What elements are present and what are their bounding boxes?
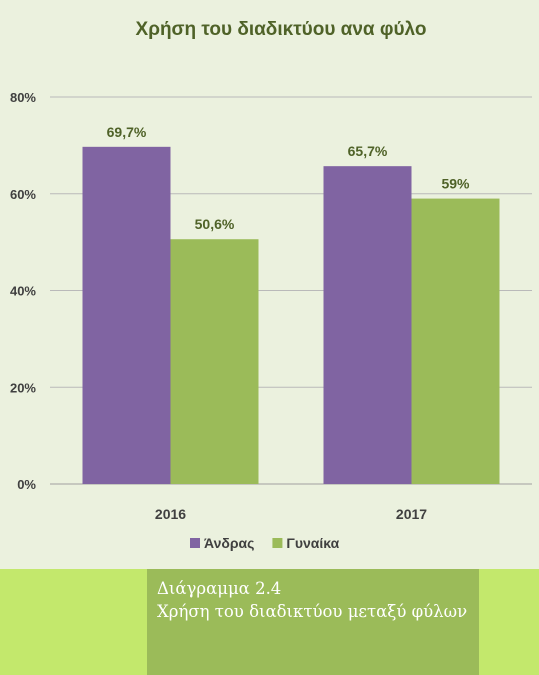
y-tick-label: 40% (10, 284, 36, 299)
bar-Γυναίκα-2017 (411, 198, 500, 484)
data-label: 50,6% (195, 216, 235, 232)
caption-figure-title: Χρήση του διαδικτύου μεταξύ φύλων (157, 602, 468, 621)
chart-area: Χρήση του διαδικτύου ανα φύλο 0% 20% 40% 60… (0, 0, 539, 569)
x-tick-label: 2017 (396, 506, 427, 522)
legend-swatch (272, 538, 283, 548)
legend-label: Άνδρας (204, 535, 254, 551)
y-tick-label: 20% (10, 380, 36, 395)
caption-figure-number: Διάγραμμα 2.4 (157, 579, 282, 598)
bar-Άνδρας-2016 (82, 146, 171, 485)
legend-swatch (190, 538, 200, 548)
bar-Γυναίκα-2016 (170, 239, 259, 484)
figure-caption: Διάγραμμα 2.4 Χρήση του διαδικτύου μεταξ… (147, 569, 479, 675)
data-label: 69,7% (107, 124, 147, 140)
y-tick-label: 60% (10, 187, 36, 202)
bar-Άνδρας-2017 (323, 166, 412, 484)
bar-chart: Χρήση του διαδικτύου ανα φύλο 0% 20% 40% 60… (10, 19, 532, 551)
y-tick-label: 80% (10, 90, 36, 105)
x-tick-label: 2016 (155, 506, 186, 522)
chart-title: Χρήση του διαδικτύου ανα φύλο (136, 19, 427, 40)
data-label: 65,7% (348, 143, 388, 159)
legend-label: Γυναίκα (286, 535, 339, 551)
data-label: 59% (441, 176, 470, 192)
y-tick-label: 0% (17, 477, 36, 492)
